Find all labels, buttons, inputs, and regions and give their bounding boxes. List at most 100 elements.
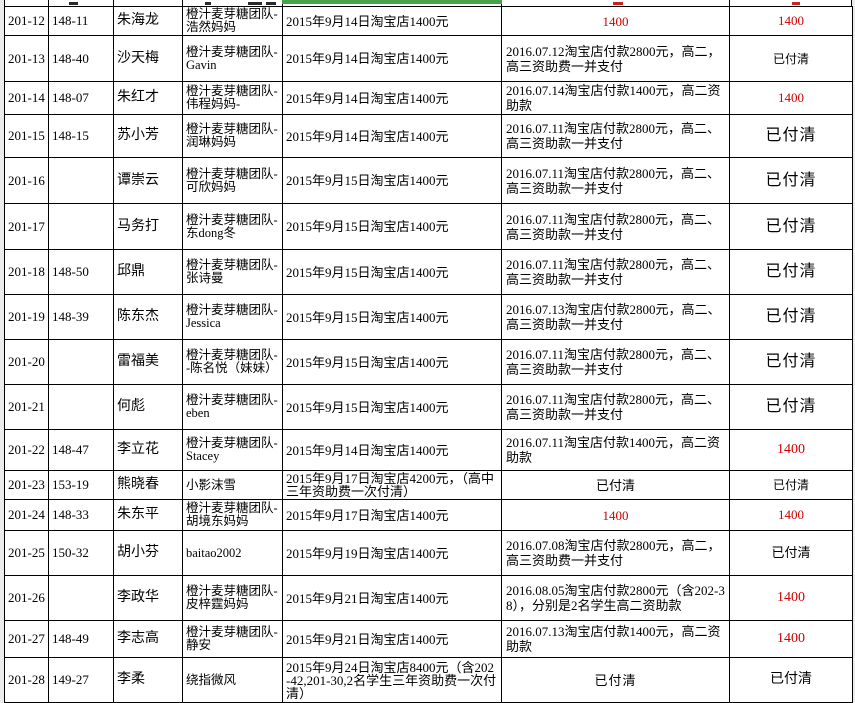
cell-payment[interactable]: 2015年9月19日淘宝店1400元 <box>282 530 502 576</box>
cell-payment[interactable]: 2015年9月24日淘宝店8400元（含202-42,201-30,2名学生三年… <box>282 657 502 703</box>
cell-status[interactable]: 已付清 <box>729 339 853 385</box>
cell-id[interactable]: 201-22 <box>4 429 49 471</box>
cell-account[interactable]: 橙汁麦芽糖团队-可欣妈妈 <box>182 157 283 204</box>
cell-name[interactable]: 胡小芬 <box>113 530 183 576</box>
cell-id[interactable]: 201-28 <box>4 657 49 703</box>
cell-id[interactable]: 201-14 <box>4 81 49 115</box>
cell-account[interactable]: 橙汁麦芽糖团队-静安 <box>182 620 283 658</box>
cell-payment[interactable]: 2015年9月15日淘宝店1400元 <box>282 157 502 204</box>
cell-payment[interactable]: 2015年9月14日淘宝店1400元 <box>282 35 502 82</box>
cell-id[interactable]: 201-18 <box>4 249 49 295</box>
cell-code[interactable]: 148-33 <box>48 499 114 531</box>
cell-account[interactable]: 橙汁麦芽糖团队-伟程妈妈- <box>182 81 283 115</box>
cell-name[interactable]: 陈东杰 <box>113 294 183 340</box>
cell-account[interactable]: 橙汁麦芽糖团队-东dong冬 <box>182 203 283 250</box>
cell-code[interactable]: 148-07 <box>48 81 114 115</box>
cell-payment[interactable]: 2015年9月21日淘宝店1400元 <box>282 575 502 621</box>
cell-detail[interactable]: 2016.07.08淘宝店付款2800元，高二，高三资助费一并支付 <box>501 530 730 576</box>
cell-name[interactable]: 邱鼎 <box>113 249 183 295</box>
cell-status[interactable]: 已付清 <box>729 114 853 158</box>
cell-detail[interactable]: 2016.07.14淘宝店付款1400元，高二资助款 <box>501 81 730 115</box>
cell-code[interactable] <box>48 203 114 250</box>
cell-name[interactable]: 朱海龙 <box>113 6 183 36</box>
cell-detail[interactable]: 2016.07.11淘宝店付款2800元，高二、高三资助款一并支付 <box>501 114 730 158</box>
cell-payment[interactable]: 2015年9月17日淘宝店1400元 <box>282 499 502 531</box>
cell-id[interactable]: 201-12 <box>4 6 49 36</box>
cell-detail[interactable]: 2016.07.12淘宝店付款2800元，高二，高三资助费一并支付 <box>501 35 730 82</box>
cell-account[interactable]: 小影沫雪 <box>182 470 283 500</box>
cell-code[interactable]: 149-27 <box>48 657 114 703</box>
cell-account[interactable]: 橙汁麦芽糖团队-eben <box>182 384 283 430</box>
cell-payment[interactable]: 2015年9月17日淘宝店4200元，（高中三年资助费一次付清） <box>282 470 502 500</box>
cell-payment[interactable]: 2015年9月15日淘宝店1400元 <box>282 339 502 385</box>
cell-name[interactable]: 李政华 <box>113 575 183 621</box>
cell-name[interactable]: 谭崇云 <box>113 157 183 204</box>
cell-payment[interactable]: 2015年9月15日淘宝店1400元 <box>282 203 502 250</box>
cell-id[interactable]: 201-23 <box>4 470 49 500</box>
cell-name[interactable]: 沙天梅 <box>113 35 183 82</box>
cell-id[interactable]: 201-17 <box>4 203 49 250</box>
cell-code[interactable]: 148-47 <box>48 429 114 471</box>
cell-payment[interactable]: 2015年9月15日淘宝店1400元 <box>282 384 502 430</box>
cell-payment[interactable]: 2015年9月14日淘宝店1400元 <box>282 114 502 158</box>
cell-status[interactable]: 已付清 <box>729 157 853 204</box>
cell-payment[interactable]: 2015年9月15日淘宝店1400元 <box>282 249 502 295</box>
cell-account[interactable]: 橙汁麦芽糖团队-皮梓霆妈妈 <box>182 575 283 621</box>
cell-account[interactable]: baitao2002 <box>182 530 283 576</box>
cell-status[interactable]: 已付清 <box>729 294 853 340</box>
cell-name[interactable]: 李柔 <box>113 657 183 703</box>
cell-name[interactable]: 何彪 <box>113 384 183 430</box>
cell-name[interactable]: 雷福美 <box>113 339 183 385</box>
cell-status[interactable]: 1400 <box>729 620 853 658</box>
cell-payment[interactable]: 2015年9月14日淘宝店1400元 <box>282 81 502 115</box>
cell-detail[interactable]: 已付清 <box>501 657 730 703</box>
cell-account[interactable]: 橙汁麦芽糖团队-张诗曼 <box>182 249 283 295</box>
cell-status[interactable]: 已付清 <box>729 530 853 576</box>
cell-code[interactable]: 148-39 <box>48 294 114 340</box>
cell-detail[interactable]: 2016.07.11淘宝店付款2800元，高二、高三资助款一并支付 <box>501 384 730 430</box>
cell-detail[interactable]: 2016.07.11淘宝店付款2800元，高二、高三资助款一并支付 <box>501 203 730 250</box>
cell-code[interactable]: 153-19 <box>48 470 114 500</box>
cell-code[interactable]: 148-15 <box>48 114 114 158</box>
cell-status[interactable]: 已付清 <box>729 384 853 430</box>
cell-id[interactable]: 201-26 <box>4 575 49 621</box>
cell-code[interactable] <box>48 575 114 621</box>
cell-code[interactable] <box>48 339 114 385</box>
cell-code[interactable]: 148-49 <box>48 620 114 658</box>
cell-id[interactable]: 201-21 <box>4 384 49 430</box>
cell-payment[interactable]: 2015年9月14日淘宝店1400元 <box>282 429 502 471</box>
cell-account[interactable]: 橙汁麦芽糖团队-浩然妈妈 <box>182 6 283 36</box>
cell-status[interactable]: 1400 <box>729 81 853 115</box>
cell-id[interactable]: 201-24 <box>4 499 49 531</box>
cell-account[interactable]: 橙汁麦芽糖团队-Jessica <box>182 294 283 340</box>
cell-detail[interactable]: 2016.07.11淘宝店付款2800元，高二、高三资助款一并支付 <box>501 249 730 295</box>
cell-name[interactable]: 熊晓春 <box>113 470 183 500</box>
cell-id[interactable]: 201-16 <box>4 157 49 204</box>
cell-payment[interactable]: 2015年9月14日淘宝店1400元 <box>282 6 502 36</box>
cell-detail[interactable]: 2016.07.11淘宝店付款2800元，高二、高三资助款一并支付 <box>501 339 730 385</box>
cell-status[interactable]: 1400 <box>729 575 853 621</box>
cell-id[interactable]: 201-27 <box>4 620 49 658</box>
cell-code[interactable]: 150-32 <box>48 530 114 576</box>
cell-code[interactable]: 148-11 <box>48 6 114 36</box>
cell-code[interactable]: 148-50 <box>48 249 114 295</box>
cell-name[interactable]: 李志高 <box>113 620 183 658</box>
cell-status[interactable]: 已付清 <box>729 203 853 250</box>
cell-id[interactable]: 201-25 <box>4 530 49 576</box>
cell-code[interactable]: 148-40 <box>48 35 114 82</box>
cell-detail[interactable]: 2016.07.13淘宝店付款1400元，高二资助款 <box>501 620 730 658</box>
cell-code[interactable] <box>48 157 114 204</box>
cell-status[interactable]: 1400 <box>729 6 853 36</box>
cell-status[interactable]: 已付清 <box>729 470 853 500</box>
cell-status[interactable]: 已付清 <box>729 35 853 82</box>
cell-status[interactable]: 已付清 <box>729 657 853 703</box>
cell-status[interactable]: 1400 <box>729 499 853 531</box>
cell-account[interactable]: 橙汁麦芽糖团队-胡境东妈妈 <box>182 499 283 531</box>
cell-name[interactable]: 朱东平 <box>113 499 183 531</box>
cell-name[interactable]: 马务打 <box>113 203 183 250</box>
cell-detail[interactable]: 2016.07.11淘宝店付款1400元，高二资助款 <box>501 429 730 471</box>
cell-detail[interactable]: 2016.07.11淘宝店付款2800元，高二、高三资助款一并支付 <box>501 157 730 204</box>
cell-name[interactable]: 苏小芳 <box>113 114 183 158</box>
cell-name[interactable]: 朱红才 <box>113 81 183 115</box>
cell-code[interactable] <box>48 384 114 430</box>
